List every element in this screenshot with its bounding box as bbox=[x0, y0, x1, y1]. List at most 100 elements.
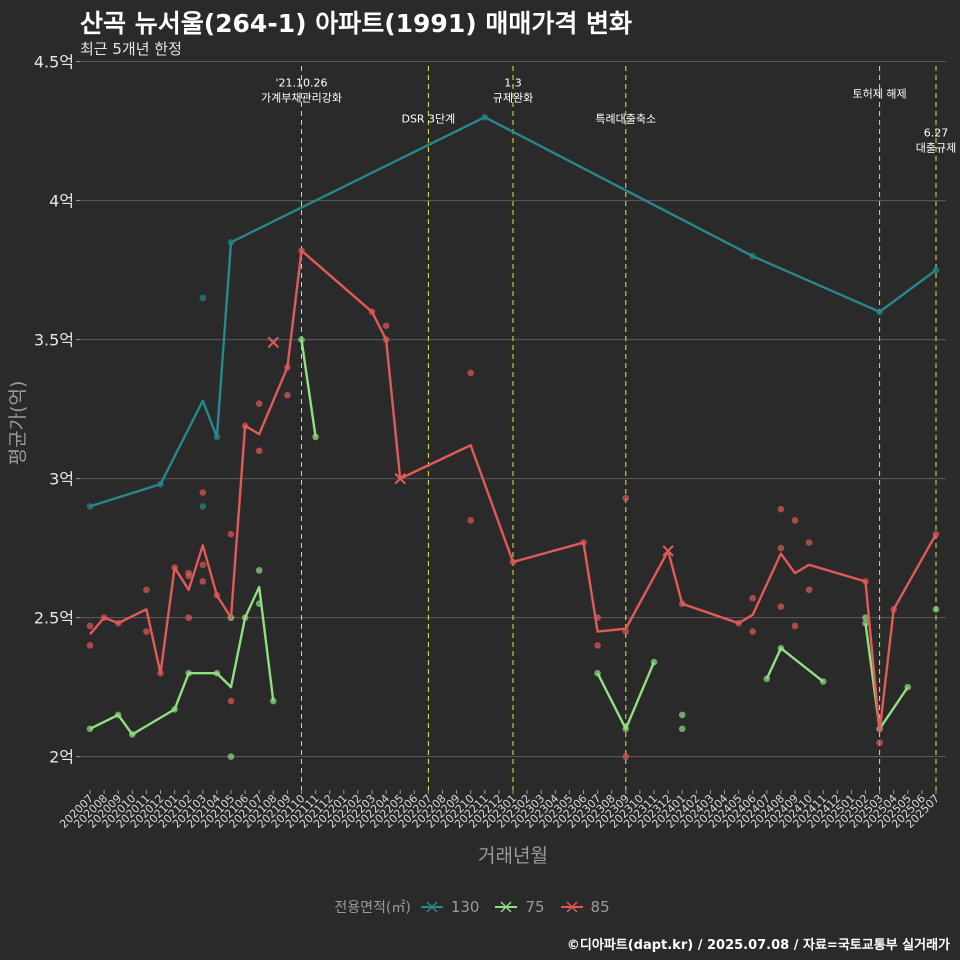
data-point-130 bbox=[199, 503, 207, 510]
chart-title: 산곡 뉴서울(264-1) 아파트(1991) 매매가격 변화 bbox=[80, 9, 633, 38]
legend-key-130-icon bbox=[420, 899, 443, 915]
data-point-75 bbox=[270, 697, 277, 705]
data-point-85 bbox=[467, 369, 475, 377]
data-point-130 bbox=[213, 433, 221, 441]
data-point-130 bbox=[199, 294, 207, 302]
data-point-75 bbox=[678, 725, 686, 733]
data-point-75 bbox=[819, 678, 827, 685]
data-point-85 bbox=[255, 447, 263, 455]
legend-title: 전용면적(㎡) bbox=[334, 900, 411, 916]
data-point-85 bbox=[594, 614, 601, 621]
event-label: 특례대출축소 bbox=[595, 113, 656, 126]
legend-item-85: 85 bbox=[560, 898, 610, 916]
series-line-75 bbox=[89, 585, 275, 736]
data-point-85 bbox=[227, 530, 235, 538]
data-point-75 bbox=[594, 669, 601, 677]
data-point-85 bbox=[86, 622, 94, 630]
data-point-75 bbox=[114, 711, 122, 719]
data-point-75 bbox=[777, 644, 785, 652]
data-point-75 bbox=[86, 725, 94, 733]
data-point-85 bbox=[791, 622, 799, 630]
cross-marker bbox=[394, 472, 406, 485]
event-label: 토허제 해제 bbox=[853, 87, 907, 101]
event-label: '21.10.26 bbox=[275, 77, 327, 90]
data-point-85 bbox=[622, 628, 630, 635]
legend-key-75-icon bbox=[495, 899, 518, 915]
legend: 전용면적(㎡) 130 75 85 bbox=[0, 897, 960, 917]
data-point-85 bbox=[749, 594, 756, 602]
data-point-75 bbox=[650, 658, 658, 666]
legend-item-130: 130 bbox=[420, 898, 479, 916]
data-point-85 bbox=[890, 605, 897, 613]
data-point-75 bbox=[185, 669, 192, 677]
data-point-85 bbox=[171, 564, 178, 571]
data-point-85 bbox=[298, 247, 305, 254]
data-point-85 bbox=[805, 539, 813, 546]
data-point-85 bbox=[284, 364, 291, 371]
data-point-75 bbox=[763, 675, 771, 683]
data-point-85 bbox=[749, 628, 756, 635]
data-point-85 bbox=[143, 628, 150, 635]
source-caption: ©디아파트(dapt.kr) / 2025.07.08 / 자료=국토교통부 실… bbox=[566, 938, 950, 953]
data-point-85 bbox=[199, 561, 207, 569]
legend-label-85: 85 bbox=[590, 898, 610, 916]
data-point-85 bbox=[735, 619, 742, 627]
legend-item-75: 75 bbox=[495, 898, 545, 916]
data-point-85 bbox=[678, 600, 686, 608]
data-point-75 bbox=[312, 433, 319, 441]
data-point-85 bbox=[86, 642, 94, 649]
data-point-75 bbox=[862, 619, 869, 627]
data-point-75 bbox=[171, 706, 178, 713]
data-point-130 bbox=[481, 113, 489, 121]
legend-label-75: 75 bbox=[525, 898, 545, 916]
data-point-85 bbox=[876, 739, 883, 747]
cross-marker bbox=[662, 545, 674, 557]
y-tick-label: 2억 bbox=[49, 748, 74, 767]
cross-marker bbox=[267, 336, 280, 349]
data-point-85 bbox=[255, 400, 263, 407]
data-point-85 bbox=[368, 308, 376, 316]
event-label: DSR 3단계 bbox=[401, 113, 455, 126]
data-point-85 bbox=[777, 544, 785, 552]
data-point-85 bbox=[213, 592, 221, 599]
data-point-75 bbox=[678, 711, 686, 719]
data-point-85 bbox=[114, 619, 122, 627]
data-point-85 bbox=[932, 530, 940, 538]
data-point-85 bbox=[509, 558, 517, 566]
data-point-85 bbox=[284, 391, 291, 399]
series-line-75 bbox=[300, 339, 317, 438]
y-tick-label: 4억 bbox=[49, 192, 74, 211]
data-point-75 bbox=[255, 567, 263, 574]
data-point-75 bbox=[213, 669, 221, 677]
data-point-75 bbox=[227, 753, 235, 760]
data-point-130 bbox=[932, 266, 940, 274]
data-point-85 bbox=[622, 494, 630, 502]
data-point-85 bbox=[594, 642, 601, 649]
data-point-85 bbox=[143, 586, 150, 594]
x-axis-title: 거래년월 bbox=[478, 845, 548, 867]
data-point-85 bbox=[100, 614, 108, 621]
data-point-75 bbox=[862, 614, 869, 621]
data-point-85 bbox=[199, 489, 207, 496]
y-tick-label: 4.5억 bbox=[34, 53, 74, 72]
data-point-85 bbox=[467, 517, 475, 524]
data-point-85 bbox=[382, 336, 390, 343]
data-point-85 bbox=[777, 505, 785, 513]
data-point-85 bbox=[777, 603, 785, 610]
data-point-75 bbox=[255, 600, 263, 608]
data-point-85 bbox=[157, 669, 164, 677]
data-point-75 bbox=[932, 605, 940, 613]
series-line-75 bbox=[765, 647, 824, 683]
chart-subtitle: 최근 5개년 한정 bbox=[80, 40, 182, 58]
data-point-85 bbox=[241, 422, 249, 430]
event-label: 6.27 bbox=[924, 127, 949, 140]
data-point-130 bbox=[749, 252, 756, 260]
data-point-85 bbox=[805, 586, 813, 594]
data-point-75 bbox=[622, 725, 630, 733]
event-label: 대출규제 bbox=[916, 142, 956, 155]
data-point-85 bbox=[382, 322, 390, 329]
data-point-85 bbox=[791, 517, 799, 524]
data-point-85 bbox=[227, 697, 235, 705]
y-tick-label: 3억 bbox=[49, 470, 74, 489]
